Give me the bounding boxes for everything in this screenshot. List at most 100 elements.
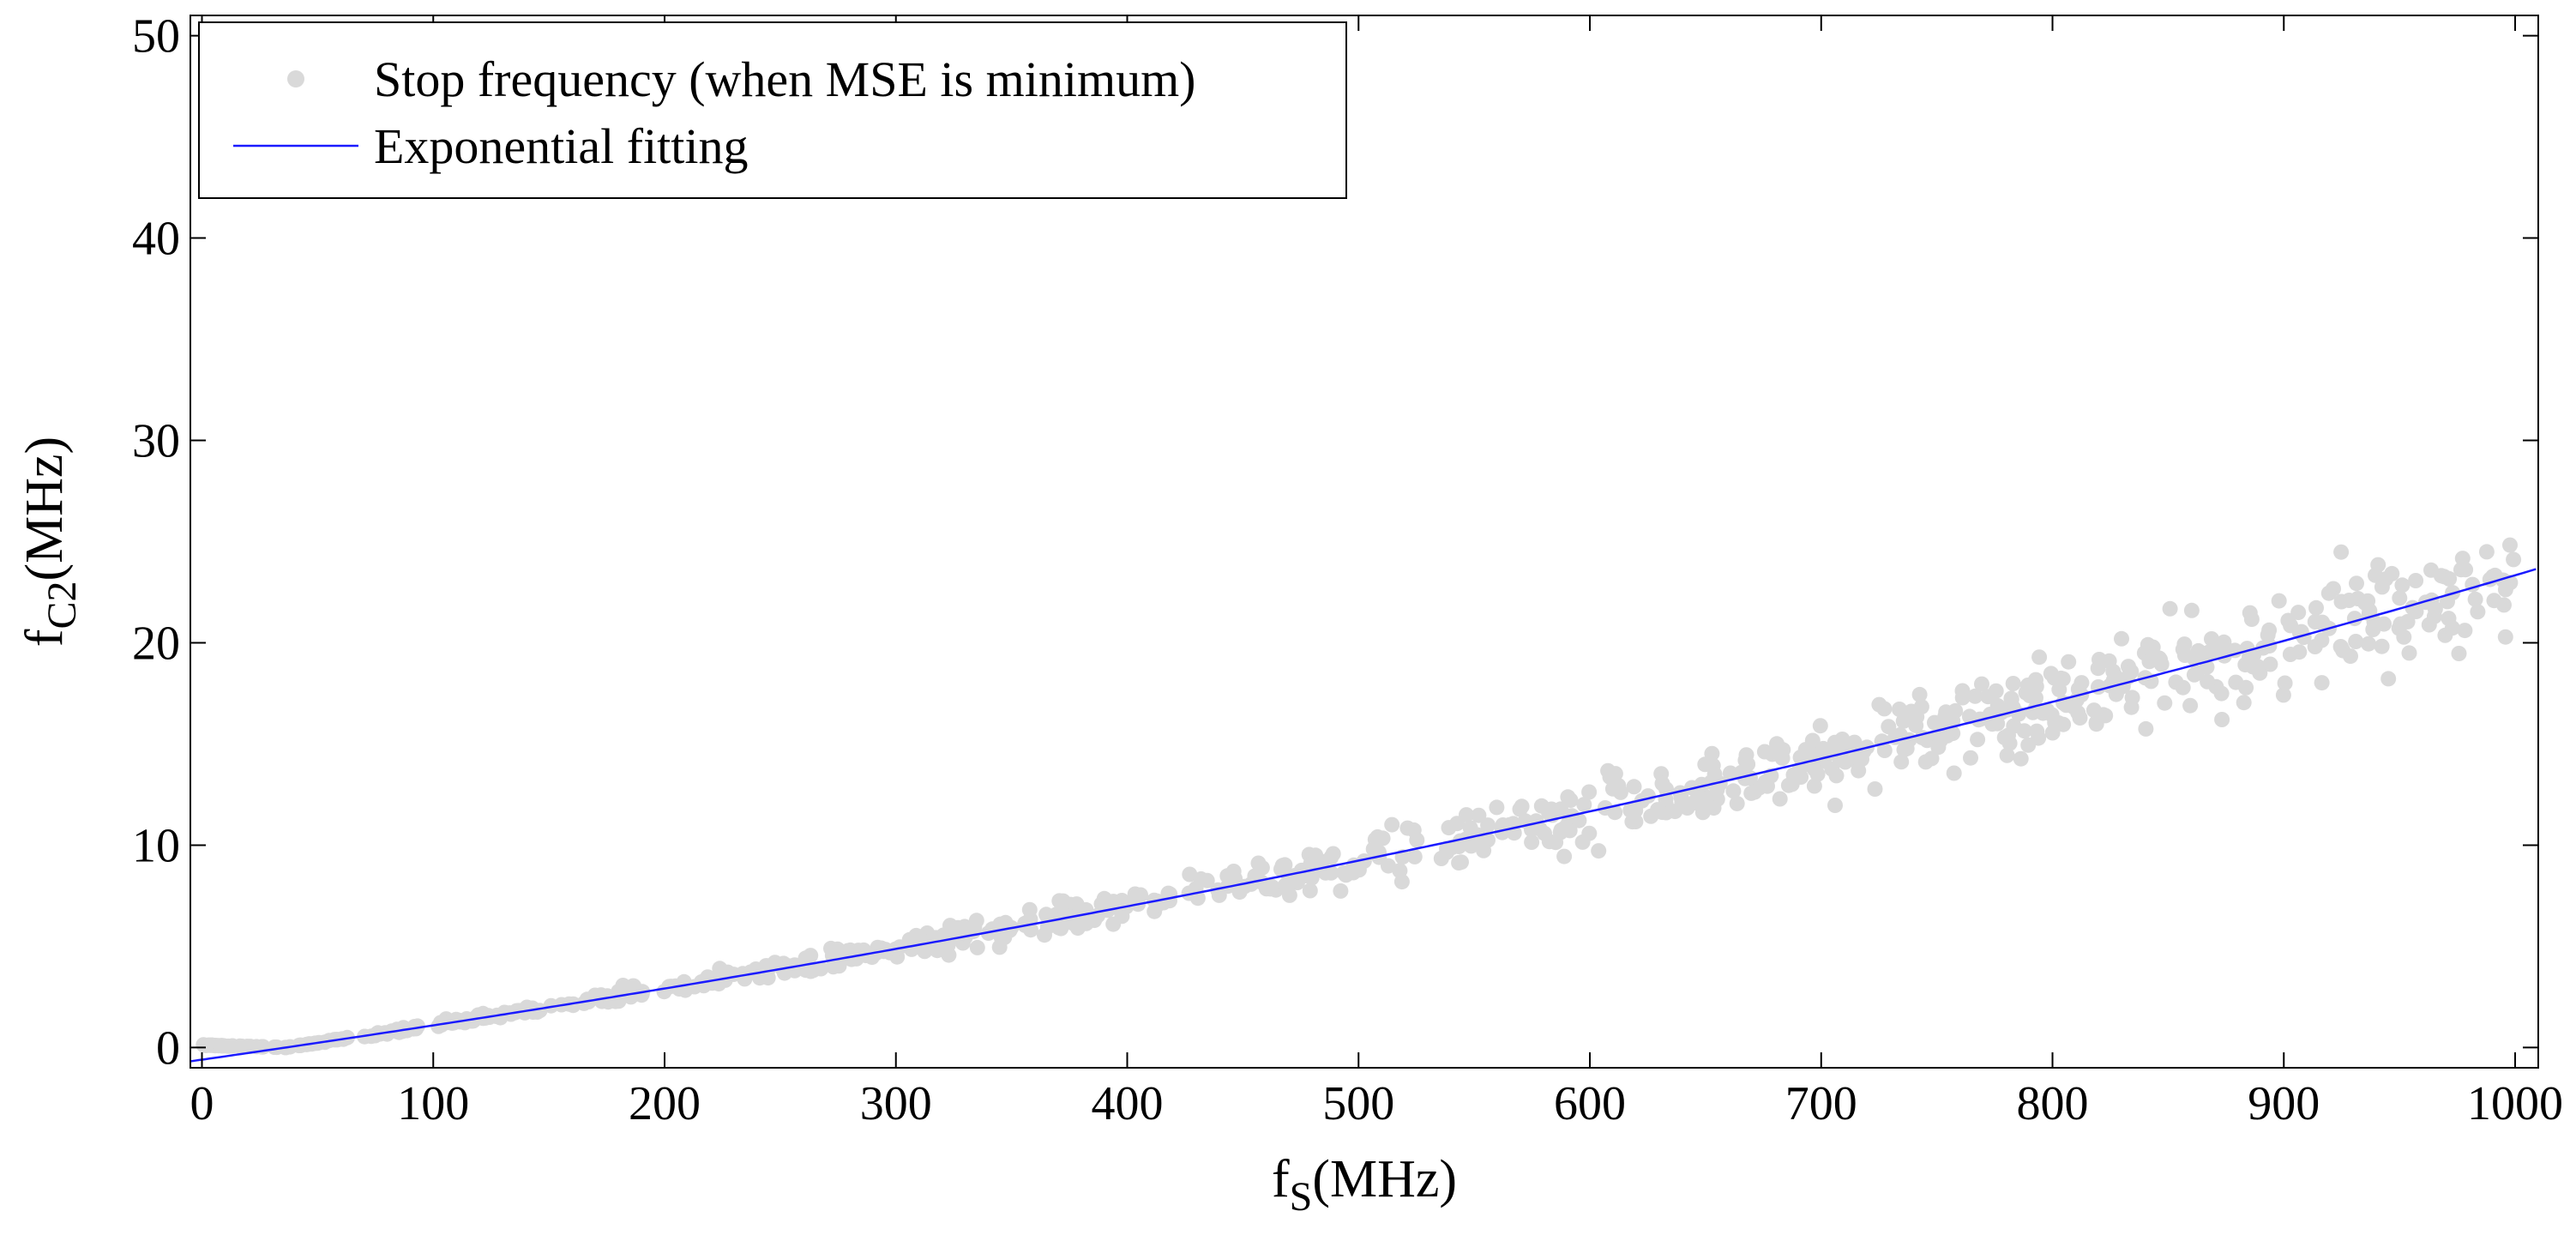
scatter-point: [1093, 896, 1110, 913]
scatter-point: [1806, 778, 1822, 794]
x-axis-label-unit: (MHz): [1312, 1150, 1457, 1208]
scatter-point: [2506, 551, 2522, 568]
scatter-point: [1249, 871, 1265, 888]
scatter-point: [1600, 762, 1616, 779]
scatter-point: [1384, 816, 1400, 833]
axis-ticks: [190, 15, 2538, 1068]
x-tick-label: 700: [1785, 1077, 1857, 1130]
scatter-point: [1512, 801, 1528, 817]
scatter-point: [2380, 671, 2397, 687]
scatter-point: [2470, 604, 2486, 620]
y-tick-label: 40: [132, 213, 180, 266]
scatter-point: [2013, 750, 2029, 767]
scatter-point: [1989, 697, 2006, 714]
scatter-point: [2457, 623, 2473, 639]
scatter-point: [2046, 670, 2062, 686]
scatter-point: [2368, 567, 2383, 583]
scatter-point: [2458, 562, 2474, 578]
scatter-point: [2436, 569, 2453, 585]
tick-labels: 0 100 200 300 400 500 600 700 800 900 1000 0 10 20 30 4…: [132, 10, 2563, 1130]
scatter-point: [2182, 697, 2199, 714]
y-tick-label: 30: [132, 415, 180, 468]
scatter-point: [1851, 762, 1867, 779]
scatter-point: [831, 958, 847, 974]
scatter-point: [969, 939, 985, 955]
scatter-point: [1874, 733, 1890, 750]
scatter-point: [1133, 887, 1148, 903]
scatter-point: [1729, 795, 1745, 811]
scatter-point: [829, 941, 846, 957]
scatter-point: [1181, 885, 1197, 901]
scatter-point: [2200, 673, 2216, 690]
scatter-point: [2123, 664, 2140, 679]
plot-frame: [190, 15, 2539, 1069]
scatter-point: [2214, 712, 2230, 727]
y-tick-label: 0: [156, 1021, 180, 1075]
scatter-point: [2502, 537, 2518, 553]
scatter-point: [2031, 649, 2048, 666]
scatter-point: [2271, 593, 2287, 609]
scatter-point: [1225, 871, 1241, 887]
y-axis-label: fC2(MHz): [15, 437, 85, 647]
scatter-point: [2005, 676, 2021, 691]
scatter-point: [2213, 685, 2230, 702]
scatter-point: [1576, 797, 1592, 813]
scatter-point: [1581, 784, 1598, 800]
scatter-point: [1672, 785, 1688, 801]
scatter-point: [1946, 765, 1962, 781]
y-tick-label: 20: [132, 617, 180, 670]
scatter-point: [2061, 654, 2077, 670]
x-tick-label: 0: [190, 1077, 214, 1130]
scatter-point: [2291, 644, 2308, 660]
x-tick-label: 300: [860, 1077, 932, 1130]
scatter-point: [1375, 830, 1391, 846]
scatter-point: [1071, 915, 1087, 931]
y-tick-label: 10: [132, 819, 180, 872]
scatter-point: [1643, 808, 1659, 824]
scatter-point: [2236, 695, 2252, 711]
x-tick-label: 200: [629, 1077, 701, 1130]
scatter-point: [2361, 636, 2376, 652]
scatter-point: [2384, 565, 2400, 581]
scatter-point: [1333, 883, 1349, 899]
x-tick-label: 600: [1554, 1077, 1626, 1130]
scatter-point: [2333, 544, 2350, 560]
scatter-point: [1764, 746, 1780, 762]
scatter-point: [2001, 735, 2018, 751]
scatter-point: [813, 961, 829, 977]
scatter-point: [1552, 824, 1568, 840]
scatter-point: [268, 1039, 285, 1056]
scatter-point: [2058, 697, 2074, 714]
scatter-point: [2029, 723, 2045, 739]
scatter-point: [2275, 687, 2291, 703]
scatter-point: [1834, 732, 1851, 747]
scatter-point: [2308, 599, 2324, 616]
scatter-point: [2320, 585, 2337, 601]
scatter-point: [1480, 817, 1496, 834]
scatter-point: [2495, 572, 2512, 588]
scatter-point: [2200, 644, 2217, 660]
scatter-point: [1392, 863, 1408, 879]
scatter-point: [2260, 627, 2276, 643]
x-tick-label: 400: [1092, 1077, 1164, 1130]
scatter-point: [2399, 613, 2416, 630]
scatter-point: [1937, 708, 1953, 725]
scatter-point: [198, 1038, 214, 1053]
scatter-point: [1086, 913, 1103, 929]
y-axis-label-main: f: [15, 629, 74, 647]
scatter-point: [1323, 864, 1339, 881]
scatter-point: [2124, 690, 2140, 706]
scatter-point: [1893, 754, 1910, 770]
scatter-point: [1828, 768, 1845, 784]
scatter-point: [1628, 814, 1644, 829]
scatter-point: [1903, 703, 1919, 720]
x-tick-label: 800: [2017, 1077, 2089, 1130]
scatter-point: [1345, 864, 1362, 881]
fit-series: [190, 568, 2537, 1063]
scatter-point: [2176, 636, 2193, 653]
legend-box: [198, 21, 1347, 199]
scatter-point: [2016, 723, 2032, 739]
scatter-point: [1574, 834, 1591, 850]
scatter-point: [1908, 717, 1924, 733]
scatter-point: [1827, 798, 1843, 813]
